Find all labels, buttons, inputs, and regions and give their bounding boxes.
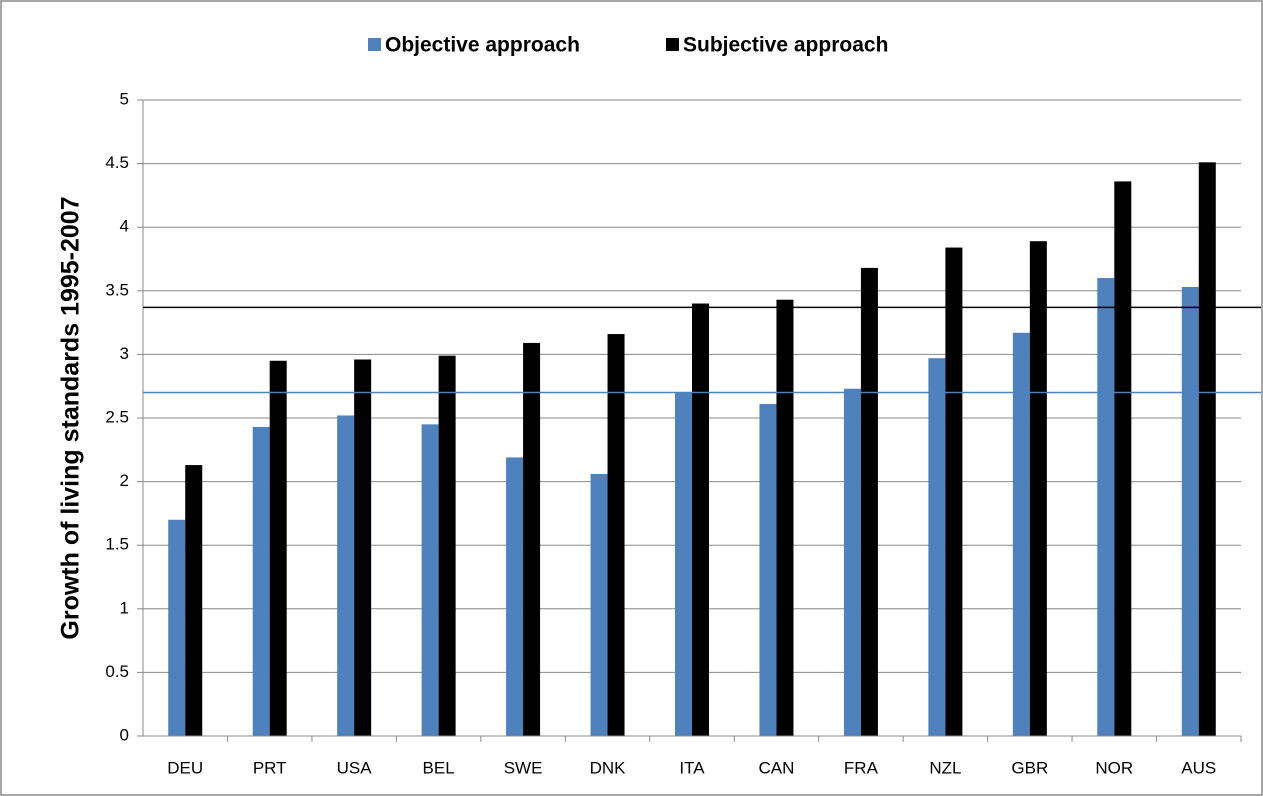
bar [843, 388, 861, 736]
x-tick-label: NOR [1095, 758, 1133, 777]
y-tick-label: 2.5 [105, 407, 129, 426]
bar [928, 358, 946, 736]
y-tick-label: 0 [120, 725, 129, 744]
x-tick-label: PRT [253, 758, 287, 777]
bar [252, 426, 270, 736]
y-tick-label: 5 [120, 89, 129, 108]
bar [675, 392, 692, 736]
bar [168, 519, 186, 736]
bar [269, 360, 287, 736]
y-axis-title: Growth of living standards 1995-2007 [57, 196, 85, 639]
bar [607, 334, 625, 736]
bar [1114, 181, 1132, 736]
bar [776, 299, 794, 736]
y-tick-label: 1.5 [105, 535, 129, 554]
bar [945, 247, 963, 736]
x-tick-label: DNK [590, 758, 627, 777]
bar [692, 303, 709, 736]
y-tick-label: 2 [120, 471, 129, 490]
y-tick-label: 3 [120, 344, 129, 363]
x-tick-label: CAN [759, 758, 795, 777]
bar [354, 359, 372, 736]
y-tick-label: 0.5 [105, 662, 129, 681]
x-tick-label: BEL [423, 758, 455, 777]
y-tick-label: 4 [120, 217, 129, 236]
bar [1029, 241, 1047, 736]
bar [860, 267, 878, 736]
bar [185, 465, 203, 736]
bar [1097, 278, 1115, 736]
bar [759, 404, 777, 736]
x-tick-label: USA [337, 758, 373, 777]
bar [1181, 286, 1199, 736]
bar [506, 457, 524, 736]
x-tick-label: ITA [679, 758, 705, 777]
legend-label: Objective approach [385, 34, 580, 57]
bar [337, 415, 355, 736]
bar [421, 424, 439, 736]
y-tick-label: 4.5 [105, 153, 129, 172]
legend-swatch [368, 38, 381, 51]
bar [590, 473, 608, 736]
bar [1198, 162, 1216, 736]
legend-swatch [666, 38, 679, 51]
x-tick-label: GBR [1011, 758, 1048, 777]
legend-label: Subjective approach [683, 34, 888, 57]
bar [523, 342, 541, 736]
bar [438, 355, 456, 736]
x-tick-label: DEU [167, 758, 203, 777]
x-tick-label: AUS [1181, 758, 1216, 777]
y-tick-label: 1 [120, 598, 129, 617]
y-tick-label: 3.5 [105, 280, 129, 299]
x-tick-label: SWE [504, 758, 543, 777]
x-tick-label: FRA [844, 758, 879, 777]
x-tick-label: NZL [929, 758, 961, 777]
bar [1012, 332, 1030, 736]
